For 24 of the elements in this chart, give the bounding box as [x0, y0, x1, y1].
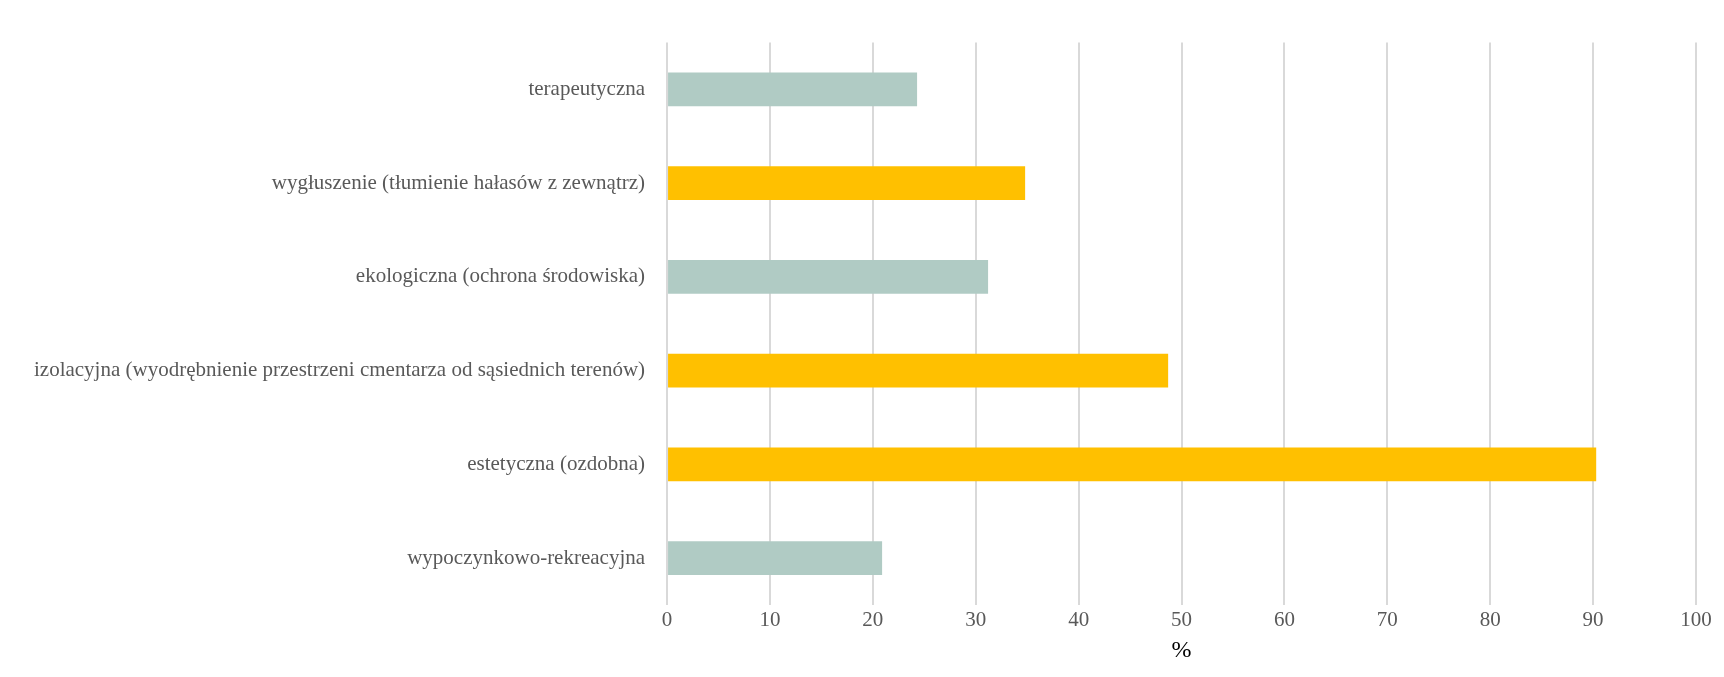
- y-tick-label: wygłuszenie (tłumienie hałasów z zewnątrz): [271, 169, 646, 194]
- x-tick-label: 30: [965, 607, 987, 632]
- x-tick-label: 90: [1582, 607, 1604, 632]
- y-tick-label: wypoczynkowo-rekreacyjna: [407, 544, 646, 569]
- y-tick-label: izolacyjna (wyodrębnienie przestrzeni cmentarza od sąsiednich terenów): [33, 357, 646, 382]
- bar: [668, 72, 918, 107]
- x-axis-title: %: [1171, 635, 1192, 662]
- x-tick-label: 40: [1068, 607, 1090, 632]
- bar: [668, 353, 1169, 388]
- x-tick-label: 20: [862, 607, 884, 632]
- x-tick-label: 0: [661, 607, 673, 632]
- x-tick-label: 80: [1479, 607, 1501, 632]
- x-tick-label: 100: [1680, 607, 1712, 632]
- x-tick-label: 10: [759, 607, 781, 632]
- y-tick-label: estetyczna (ozdobna): [467, 450, 646, 475]
- x-tick-label: 60: [1273, 607, 1295, 632]
- y-tick-label: terapeutyczna: [528, 75, 646, 100]
- y-tick-label: ekologiczna (ochrona środowiska): [355, 263, 646, 288]
- bar: [668, 541, 883, 576]
- x-tick-label: 70: [1376, 607, 1398, 632]
- bar: [668, 260, 989, 294]
- bar: [668, 447, 1597, 482]
- x-tick-label: 50: [1171, 607, 1193, 632]
- bar: [668, 166, 1026, 201]
